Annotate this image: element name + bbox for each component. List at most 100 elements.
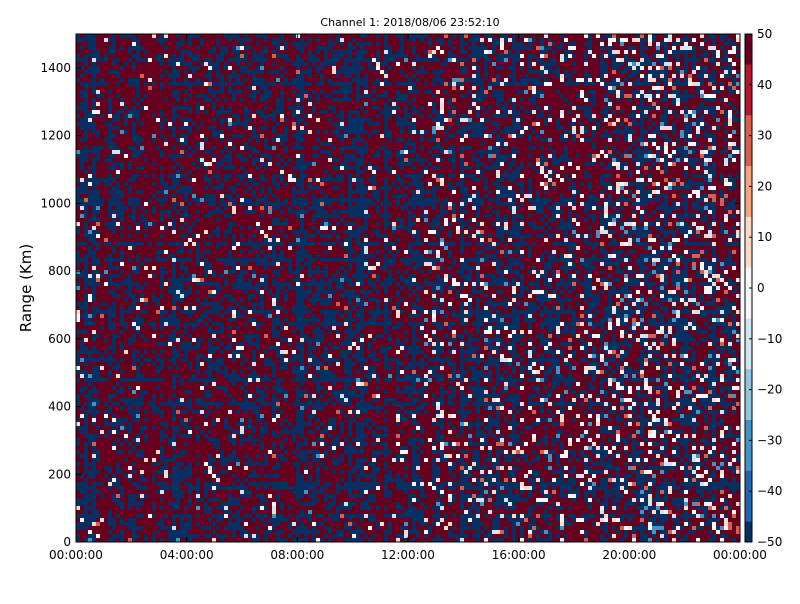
heatmap-cell xyxy=(188,78,193,83)
heatmap-cell xyxy=(88,250,93,255)
heatmap-cell xyxy=(144,170,149,175)
heatmap-cell xyxy=(108,338,113,343)
heatmap-cell xyxy=(196,306,201,311)
heatmap-cell xyxy=(112,390,117,395)
heatmap-cell xyxy=(76,34,81,39)
heatmap-cell xyxy=(116,462,121,467)
heatmap-cell xyxy=(104,286,109,291)
heatmap-cell xyxy=(192,538,197,543)
heatmap-cell xyxy=(232,78,237,83)
heatmap-cell xyxy=(88,114,93,119)
heatmap-cell xyxy=(84,182,89,187)
heatmap-cell xyxy=(88,458,93,463)
heatmap-cell xyxy=(184,202,189,207)
heatmap-cell xyxy=(76,378,81,383)
heatmap-cell xyxy=(196,222,201,227)
heatmap-cell xyxy=(128,178,133,183)
heatmap-cell xyxy=(100,458,105,463)
heatmap-cell xyxy=(184,502,189,507)
heatmap-cell xyxy=(224,298,229,303)
heatmap-cell xyxy=(160,330,165,335)
heatmap-cell xyxy=(140,190,145,195)
heatmap-cell xyxy=(152,206,157,211)
heatmap-cell xyxy=(184,110,189,115)
heatmap-cell xyxy=(168,502,173,507)
heatmap-cell xyxy=(220,282,225,287)
heatmap-cell xyxy=(132,522,137,527)
heatmap-cell xyxy=(88,70,93,75)
heatmap-cell xyxy=(196,410,201,415)
heatmap-cell xyxy=(136,466,141,471)
heatmap-cell xyxy=(76,362,81,367)
heatmap-cell xyxy=(220,286,225,291)
heatmap-cell xyxy=(124,294,129,299)
heatmap-cell xyxy=(144,102,149,107)
heatmap-cell xyxy=(168,82,173,87)
heatmap-cell xyxy=(168,146,173,151)
heatmap-cell xyxy=(172,370,177,375)
heatmap-cell xyxy=(84,278,89,283)
heatmap-cell xyxy=(144,158,149,163)
heatmap-cell xyxy=(112,466,117,471)
heatmap-cell xyxy=(104,222,109,227)
heatmap-cell xyxy=(212,34,217,39)
heatmap-cell xyxy=(120,190,125,195)
heatmap-cell xyxy=(196,230,201,235)
heatmap-cell xyxy=(196,422,201,427)
heatmap-cell xyxy=(208,82,213,87)
heatmap-cell xyxy=(164,274,169,279)
heatmap-cell xyxy=(188,430,193,435)
heatmap-cell xyxy=(232,74,237,79)
heatmap-cell xyxy=(168,134,173,139)
heatmap-cell xyxy=(92,430,97,435)
heatmap-cell xyxy=(224,402,229,407)
heatmap-cell xyxy=(136,258,141,263)
heatmap-cell xyxy=(144,366,149,371)
heatmap-cell xyxy=(212,314,217,319)
heatmap-cell xyxy=(160,58,165,63)
heatmap-cell xyxy=(208,102,213,107)
heatmap-cell xyxy=(132,194,137,199)
heatmap-cell xyxy=(204,242,209,247)
heatmap-cell xyxy=(212,230,217,235)
heatmap-cell xyxy=(164,178,169,183)
heatmap-cell xyxy=(88,334,93,339)
heatmap-cell xyxy=(152,262,157,267)
heatmap-cell xyxy=(148,70,153,75)
heatmap-cell xyxy=(92,290,97,295)
heatmap-cell xyxy=(112,430,117,435)
heatmap-cell xyxy=(188,506,193,511)
heatmap-cell xyxy=(84,142,89,147)
heatmap-cell xyxy=(224,230,229,235)
heatmap-cell xyxy=(84,358,89,363)
heatmap-cell xyxy=(120,178,125,183)
heatmap-cell xyxy=(212,502,217,507)
heatmap-cell xyxy=(216,514,221,519)
heatmap-cell xyxy=(176,414,181,419)
heatmap-cell xyxy=(176,474,181,479)
heatmap-cell xyxy=(212,238,217,243)
heatmap-cell xyxy=(104,114,109,119)
heatmap-cell xyxy=(112,398,117,403)
heatmap-cell xyxy=(152,358,157,363)
heatmap-cell xyxy=(120,138,125,143)
heatmap-cell xyxy=(208,106,213,111)
heatmap-cell xyxy=(172,530,177,535)
heatmap-cell xyxy=(100,134,105,139)
heatmap-cell xyxy=(88,466,93,471)
heatmap-cell xyxy=(88,90,93,95)
heatmap-cell xyxy=(84,78,89,83)
heatmap-cell xyxy=(120,206,125,211)
heatmap-cell xyxy=(188,370,193,375)
heatmap-cell xyxy=(228,278,233,283)
heatmap-cell xyxy=(92,102,97,107)
heatmap-cell xyxy=(184,46,189,51)
heatmap-cell xyxy=(192,398,197,403)
heatmap-cell xyxy=(88,362,93,367)
heatmap-cell xyxy=(212,414,217,419)
heatmap-cell xyxy=(172,350,177,355)
heatmap-cell xyxy=(180,358,185,363)
heatmap-cell xyxy=(216,74,221,79)
heatmap-cell xyxy=(216,362,221,367)
heatmap-cell xyxy=(80,234,85,239)
